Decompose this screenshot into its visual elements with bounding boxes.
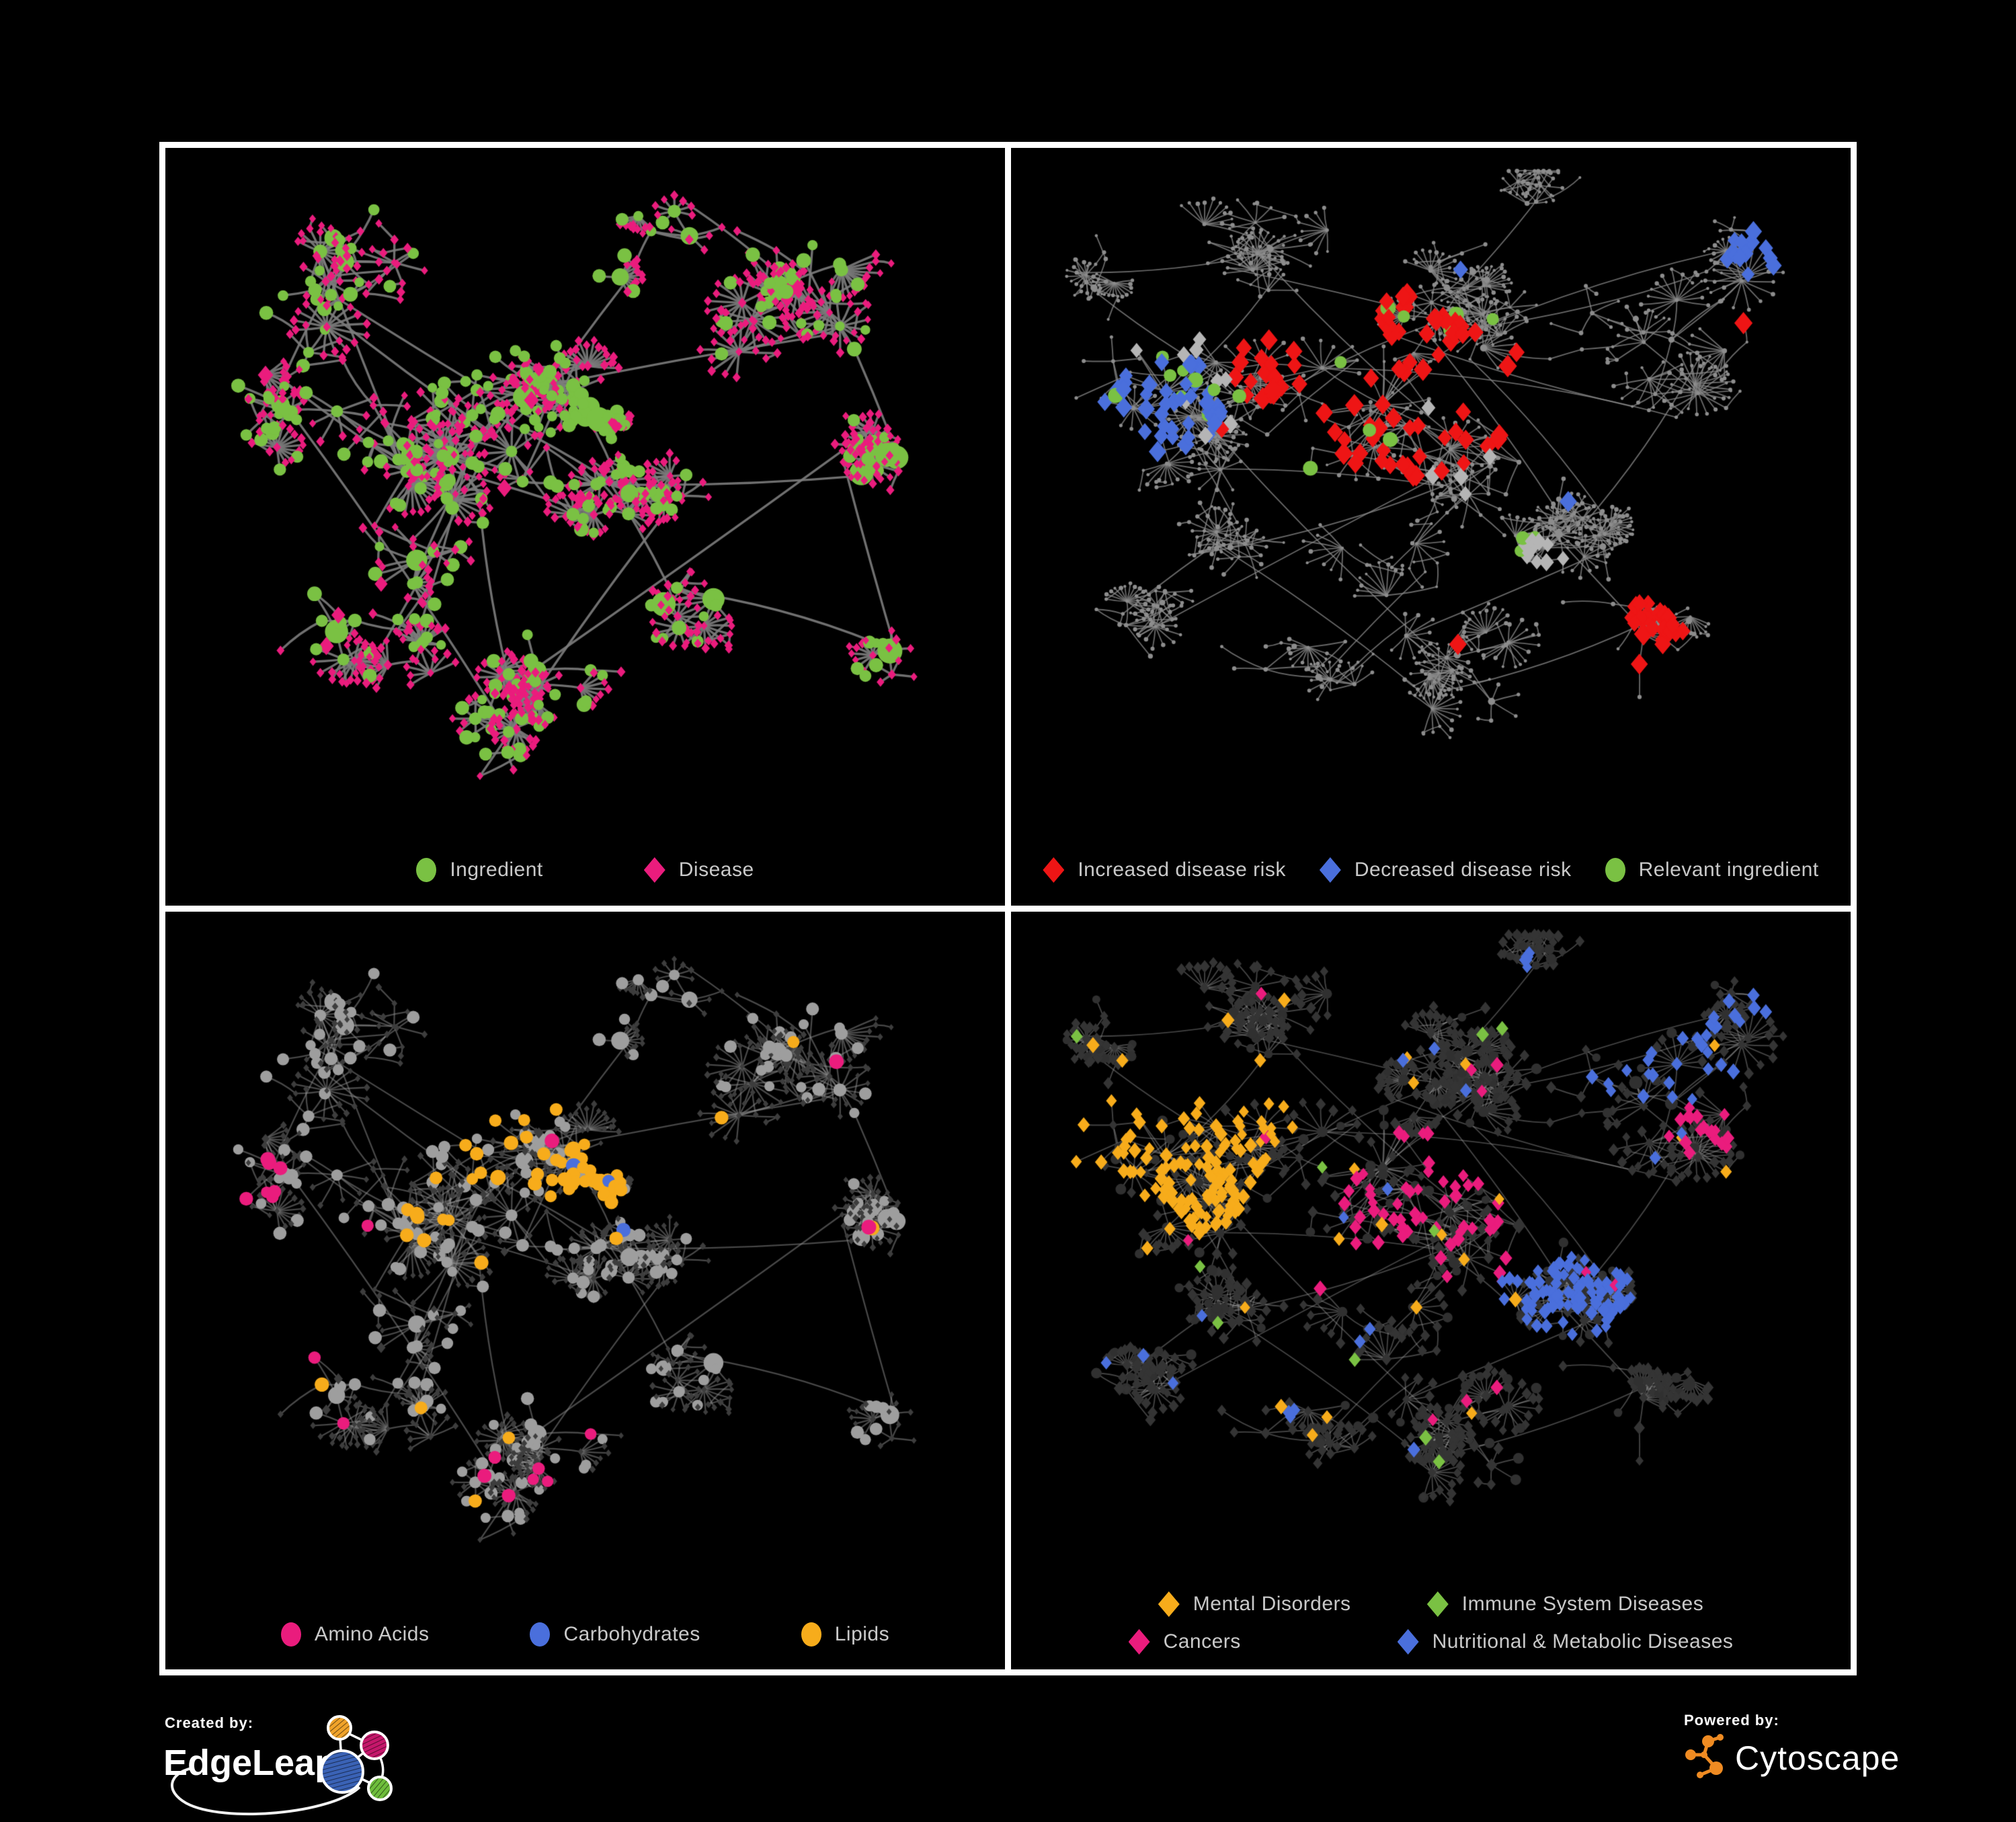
edgeleap-swoosh <box>171 1767 361 1816</box>
legend-label: Decreased disease risk <box>1354 859 1572 881</box>
edgeleap-logo: Created by: EdgeLeap <box>163 1714 393 1816</box>
diamond-swatch <box>1043 857 1065 883</box>
circle-swatch <box>530 1622 551 1647</box>
diamond-swatch <box>1397 1629 1419 1655</box>
edgeleap-node-magenta <box>360 1731 389 1760</box>
panel-disease-risk-network: Increased disease risk Decreased disease … <box>1011 148 1851 906</box>
legend-row: Increased disease risk Decreased disease … <box>1043 857 1818 883</box>
edgeleap-network-icon <box>171 1715 393 1816</box>
panel-nutrient-class-network: Amino Acids Carbohydrates Lipids <box>165 912 1005 1669</box>
panel-grid: Ingredient Disease Increased disease risk… <box>159 142 1857 1675</box>
legend-item-increased-disease-risk: Increased disease risk <box>1043 857 1285 883</box>
legend-label: Carbohydrates <box>563 1623 700 1645</box>
legend-row: Amino Acids Carbohydrates Lipids <box>280 1622 889 1647</box>
cytoscape-wordmark: Cytoscape <box>1735 1739 1900 1777</box>
network-nutrient-class <box>165 912 1005 1587</box>
legend-item-carbohydrates: Carbohydrates <box>530 1622 700 1647</box>
cytoscape-network-icon <box>1685 1734 1724 1778</box>
edgeleap-node-blue <box>320 1749 364 1794</box>
legend-label: Amino Acids <box>314 1623 430 1645</box>
legend-disease-risk: Increased disease risk Decreased disease … <box>1011 857 1851 883</box>
legend-label: Ingredient <box>450 859 543 881</box>
legend-nutrient-class: Amino Acids Carbohydrates Lipids <box>165 1622 1005 1647</box>
legend-item-immune-system-diseases: Immune System Diseases <box>1426 1591 1704 1617</box>
panel-ingredient-disease-network: Ingredient Disease <box>165 148 1005 906</box>
circle-swatch <box>416 858 437 882</box>
legend-label: Immune System Diseases <box>1461 1593 1704 1615</box>
legend-item-mental-disorders: Mental Disorders <box>1158 1591 1427 1617</box>
panel-disease-category-network: Mental Disorders Immune System Diseases Ca… <box>1011 912 1851 1669</box>
legend-label: Increased disease risk <box>1078 859 1286 881</box>
legend-item-lipids: Lipids <box>801 1622 889 1647</box>
cytoscape-logo: Powered by: Cytoscape <box>1684 1712 1900 1778</box>
legend-row: Mental Disorders Immune System Diseases <box>1158 1591 1703 1617</box>
edgeleap-node-orange <box>327 1715 352 1741</box>
legend-label: Relevant ingredient <box>1638 859 1819 881</box>
cytoscape-credit: Powered by: Cytoscape <box>1683 1708 1965 1788</box>
circle-swatch <box>801 1622 821 1647</box>
diamond-swatch <box>1158 1591 1180 1617</box>
legend-label: Disease <box>678 859 754 881</box>
diamond-swatch <box>1319 857 1341 883</box>
created-by-label: Created by: <box>165 1714 253 1731</box>
legend-item-decreased-disease-risk: Decreased disease risk <box>1319 857 1572 883</box>
legend-item-cancers: Cancers <box>1128 1629 1398 1655</box>
network-ingredient-disease <box>165 148 1005 824</box>
powered-by-label: Powered by: <box>1684 1712 1779 1729</box>
legend-label: Mental Disorders <box>1193 1593 1351 1615</box>
network-disease-risk <box>1011 148 1851 824</box>
legend-label: Nutritional & Metabolic Diseases <box>1432 1630 1734 1653</box>
legend-item-ingredient: Ingredient <box>416 858 542 882</box>
legend-item-amino-acids: Amino Acids <box>280 1622 430 1647</box>
diamond-swatch <box>1128 1629 1150 1655</box>
legend-disease-category: Mental Disorders Immune System Diseases Ca… <box>1011 1591 1851 1655</box>
legend-label: Lipids <box>834 1623 890 1645</box>
legend-item-nutritional-metabolic-diseases: Nutritional & Metabolic Diseases <box>1397 1629 1734 1655</box>
circle-swatch <box>280 1622 301 1647</box>
legend-row: Ingredient Disease <box>416 857 754 883</box>
edgeleap-node-green <box>367 1776 393 1801</box>
edgeleap-credit: Created by: EdgeLeap <box>163 1708 540 1822</box>
legend-row: Cancers Nutritional & Metabolic Diseases <box>1128 1629 1734 1655</box>
edgeleap-wordmark: EdgeLeap <box>163 1743 337 1783</box>
circle-swatch <box>1605 858 1625 882</box>
legend-ingredient-disease: Ingredient Disease <box>165 857 1005 883</box>
diamond-swatch <box>643 857 666 883</box>
legend-item-disease: Disease <box>643 857 754 883</box>
diamond-swatch <box>1426 1591 1449 1617</box>
legend-label: Cancers <box>1163 1630 1241 1653</box>
network-disease-category <box>1011 912 1851 1587</box>
legend-item-relevant-ingredient: Relevant ingredient <box>1605 858 1819 882</box>
